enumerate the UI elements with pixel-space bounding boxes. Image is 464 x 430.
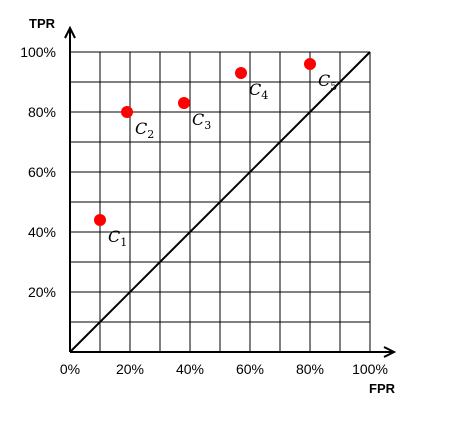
x-tick-label: 20%: [116, 361, 144, 377]
point-label-subscript: 4: [261, 89, 268, 102]
point-label-subscript: 2: [147, 128, 154, 141]
x-tick-label: 60%: [236, 361, 264, 377]
x-axis-title: FPR: [369, 381, 396, 396]
data-point-c2: [121, 106, 133, 118]
x-tick-label: 100%: [352, 361, 388, 377]
x-tick-label: 0%: [60, 361, 80, 377]
data-point-c4: [235, 67, 247, 79]
data-point-c1: [94, 214, 106, 226]
x-tick-label: 40%: [176, 361, 204, 377]
y-tick-label: 60%: [28, 164, 56, 180]
y-tick-label: 80%: [28, 104, 56, 120]
y-tick-label: 40%: [28, 224, 56, 240]
y-axis-title: TPR: [29, 16, 56, 31]
y-tick-label: 100%: [20, 44, 56, 60]
point-label-c3: C3: [192, 110, 211, 132]
data-point-c3: [178, 97, 190, 109]
y-tick-label: 20%: [28, 284, 56, 300]
x-tick-label: 80%: [296, 361, 324, 377]
point-label-c1: C1: [108, 227, 127, 249]
point-label-subscript: 3: [204, 119, 211, 132]
point-label-subscript: 1: [120, 236, 127, 249]
point-label-c2: C2: [135, 119, 154, 141]
y-axis-arrow-icon: [64, 25, 76, 39]
point-label-c5: C5: [318, 71, 337, 93]
data-point-c5: [304, 58, 316, 70]
x-axis-arrow-icon: [383, 346, 397, 358]
point-label-subscript: 5: [330, 80, 337, 93]
point-label-c4: C4: [249, 80, 268, 102]
diagonal-reference-line: [69, 51, 371, 353]
